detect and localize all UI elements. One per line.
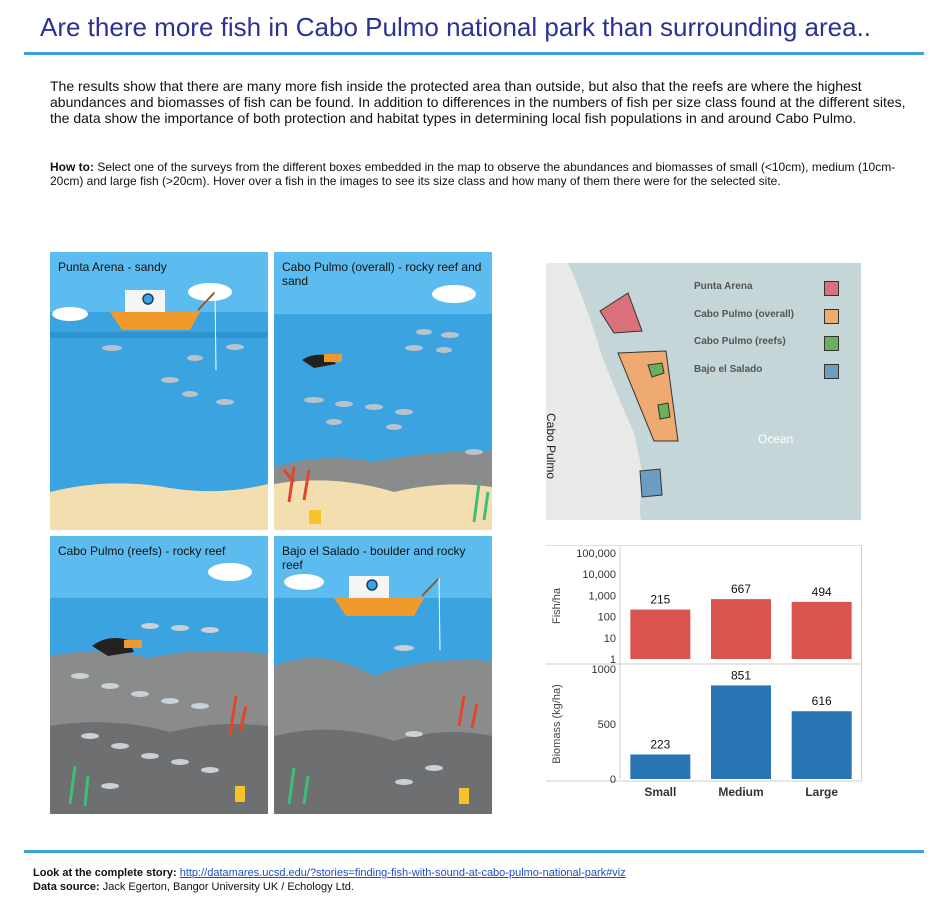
- site-map: Punta Arena Cabo Pulmo (overall) Cabo Pu…: [546, 263, 861, 520]
- story-label: Look at the complete story:: [33, 867, 177, 879]
- story-link[interactable]: http://datamares.ucsd.edu/?stories=findi…: [179, 867, 626, 879]
- legend-swatch-cabo-pulmo-reefs[interactable]: [824, 336, 839, 351]
- y-tick-label: 100: [598, 612, 616, 624]
- punta-arena-region: [599, 292, 643, 334]
- legend-label-cabo-pulmo-overall: Cabo Pulmo (overall): [694, 309, 795, 320]
- panel-cabo-pulmo-overall[interactable]: Cabo Pulmo (overall) - rocky reef and sa…: [274, 252, 492, 530]
- page-title: Are there more fish in Cabo Pulmo nation…: [40, 12, 872, 42]
- y-tick-label: 1,000: [588, 590, 616, 602]
- data-label: 494: [812, 585, 832, 599]
- panel-label: Bajo el Salado - boulder and rocky reef: [282, 544, 466, 572]
- cabo-pulmo-reefs-illustration: [50, 536, 268, 814]
- footer: Look at the complete story: http://datam…: [33, 866, 626, 894]
- y-tick-label: 10,000: [582, 569, 616, 581]
- legend-swatch-cabo-pulmo-overall[interactable]: [824, 309, 839, 324]
- panel-label: Cabo Pulmo (overall) - rocky reef and sa…: [282, 260, 482, 288]
- data-label: 616: [812, 694, 832, 708]
- bar: [791, 601, 852, 659]
- map-land-label: Cabo Pulmo: [546, 413, 558, 480]
- bar: [711, 599, 771, 659]
- size-class-chart: 100,000 10,000 1,000 100 10 1 Fish/ha 215 667 494…: [546, 545, 862, 799]
- source-label: Data source:: [33, 881, 100, 893]
- legend-label-cabo-pulmo-reefs: Cabo Pulmo (reefs): [694, 336, 786, 347]
- y-axis-title: Fish/ha: [551, 587, 563, 624]
- cabo-pulmo-overall-illustration: [274, 252, 492, 530]
- bar: [630, 609, 691, 659]
- footer-divider: [24, 850, 924, 853]
- panel-cabo-pulmo-reefs[interactable]: Cabo Pulmo (reefs) - rocky reef: [50, 536, 268, 814]
- y-tick-label: 10: [604, 633, 616, 645]
- cabo-pulmo-reef-region-1: [647, 362, 665, 378]
- data-label: 223: [650, 737, 670, 751]
- panel-punta-arena[interactable]: Punta Arena - sandy: [50, 252, 268, 530]
- header-divider: [24, 52, 924, 55]
- howto-body: Select one of the surveys from the diffe…: [50, 160, 896, 188]
- bajo-el-salado-region: [639, 468, 663, 498]
- data-label: 851: [731, 668, 751, 682]
- y-tick-label: 500: [598, 719, 616, 731]
- bar: [630, 754, 691, 779]
- panel-label: Punta Arena - sandy: [58, 260, 167, 274]
- source-text: Jack Egerton, Bangor University UK / Ech…: [99, 881, 354, 893]
- map-ocean-label: Ocean: [758, 432, 794, 446]
- howto-text: How to: Select one of the surveys from t…: [50, 160, 918, 188]
- data-label: 215: [650, 593, 670, 607]
- bar: [791, 711, 852, 779]
- y-tick-label: 1: [610, 654, 616, 666]
- punta-arena-illustration: [50, 252, 268, 530]
- y-tick-label: 100,000: [576, 548, 616, 560]
- howto-label: How to:: [50, 160, 94, 174]
- y-axis-title: Biomass (kg/ha): [551, 684, 563, 763]
- data-label: 667: [731, 582, 751, 596]
- bajo-el-salado-illustration: [274, 536, 492, 814]
- bar: [711, 685, 771, 779]
- legend-label-punta-arena: Punta Arena: [694, 281, 753, 292]
- y-tick-label: 0: [610, 774, 616, 786]
- legend-swatch-bajo-el-salado[interactable]: [824, 364, 839, 379]
- map-shapes: [546, 263, 679, 520]
- x-tick-label: Medium: [718, 785, 763, 799]
- legend-swatch-punta-arena[interactable]: [824, 281, 839, 296]
- panel-bajo-el-salado[interactable]: Bajo el Salado - boulder and rocky reef: [274, 536, 492, 814]
- x-tick-label: Small: [644, 785, 676, 799]
- intro-text: The results show that there are many mor…: [50, 78, 906, 126]
- legend-label-bajo-el-salado: Bajo el Salado: [694, 364, 763, 375]
- x-tick-label: Large: [805, 785, 838, 799]
- y-tick-label: 1000: [592, 664, 616, 676]
- panel-label: Cabo Pulmo (reefs) - rocky reef: [58, 544, 226, 558]
- cabo-pulmo-reef-region-2: [657, 402, 671, 420]
